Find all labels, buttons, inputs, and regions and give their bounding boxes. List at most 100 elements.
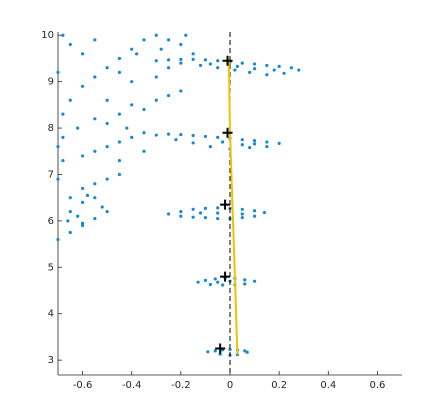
scatter-point bbox=[154, 59, 158, 63]
scatter-point bbox=[66, 219, 70, 223]
scatter-point bbox=[248, 70, 252, 74]
scatter-point bbox=[166, 132, 171, 136]
scatter-point bbox=[68, 230, 72, 235]
scatter-point bbox=[130, 103, 134, 107]
scatter-point bbox=[105, 66, 109, 70]
scatter-point bbox=[179, 42, 183, 47]
scatter-point bbox=[85, 193, 90, 197]
scatter-point bbox=[240, 207, 244, 211]
scatter-point bbox=[297, 68, 301, 72]
scatter-point bbox=[179, 214, 183, 218]
scatter-point bbox=[216, 59, 220, 63]
scatter-point bbox=[117, 158, 122, 163]
y-tick-label: 4 bbox=[48, 309, 54, 320]
scatter-point bbox=[68, 196, 72, 200]
scatter-point bbox=[179, 61, 183, 65]
scatter-point bbox=[61, 112, 65, 116]
scatter-point bbox=[198, 211, 203, 215]
scatter-point bbox=[203, 216, 208, 220]
y-tick-label: 10 bbox=[41, 30, 54, 41]
scatter-point bbox=[80, 52, 85, 56]
scatter-point bbox=[216, 66, 220, 70]
scatter-point bbox=[130, 80, 134, 84]
scatter-point bbox=[179, 57, 183, 61]
x-tick-label: -0.6 bbox=[73, 380, 93, 391]
scatter-point bbox=[252, 279, 257, 283]
scatter-point bbox=[213, 349, 217, 353]
y-tick-label: 6 bbox=[48, 216, 54, 227]
scatter-point bbox=[93, 196, 97, 200]
scatter-point bbox=[166, 66, 171, 70]
scatter-point bbox=[191, 215, 195, 219]
scatter-point bbox=[262, 210, 266, 215]
scatter-point bbox=[117, 112, 122, 116]
scatter-point bbox=[277, 64, 281, 68]
scatter-point bbox=[240, 138, 244, 142]
scatter-point bbox=[93, 38, 97, 42]
scatter-point bbox=[240, 216, 244, 220]
scatter-point bbox=[213, 277, 217, 281]
scatter-point bbox=[56, 70, 60, 74]
scatter-point bbox=[130, 47, 134, 51]
scatter-point bbox=[228, 347, 232, 352]
scatter-point bbox=[265, 145, 269, 149]
scatter-point bbox=[142, 107, 146, 112]
scatter-point bbox=[252, 214, 257, 218]
scatter-point bbox=[56, 237, 60, 242]
scatter-point bbox=[208, 282, 212, 287]
scatter-point bbox=[208, 62, 212, 66]
scatter-point bbox=[221, 140, 225, 144]
scatter-point bbox=[135, 52, 139, 56]
scatter-point bbox=[277, 141, 281, 145]
scatter-point bbox=[240, 143, 244, 147]
y-tick-label: 8 bbox=[48, 123, 54, 134]
x-tick-label: 0 bbox=[227, 380, 233, 391]
scatter-point bbox=[252, 142, 257, 146]
scatter-point bbox=[196, 280, 200, 284]
scatter-point bbox=[154, 98, 158, 102]
scatter-point bbox=[216, 206, 220, 210]
x-tick-label: 0.6 bbox=[369, 380, 385, 391]
scatter-point bbox=[191, 133, 195, 138]
scatter-point bbox=[245, 350, 249, 354]
x-tick-label: 0.4 bbox=[320, 380, 336, 391]
scatter-point bbox=[105, 210, 109, 214]
scatter-point bbox=[56, 145, 60, 149]
plus-marker bbox=[222, 127, 233, 138]
scatter-point bbox=[235, 64, 239, 68]
scatter-point bbox=[76, 214, 80, 218]
scatter-point bbox=[208, 145, 212, 149]
scatter-point bbox=[179, 132, 183, 137]
y-tick-label: 9 bbox=[48, 77, 54, 88]
scatter-point bbox=[80, 84, 85, 88]
scatter-point bbox=[117, 56, 122, 61]
scatter-point bbox=[80, 223, 85, 228]
scatter-point bbox=[203, 58, 208, 62]
x-tick-label: -0.4 bbox=[122, 380, 142, 391]
scatter-point bbox=[166, 212, 171, 216]
scatter-point bbox=[191, 52, 195, 56]
scatter-point bbox=[166, 93, 171, 98]
scatter-point bbox=[240, 212, 244, 216]
scatter-point bbox=[154, 75, 158, 79]
scatter-point bbox=[203, 206, 208, 210]
scatter-point bbox=[76, 126, 80, 130]
scatter-point bbox=[265, 73, 269, 77]
scatter-point bbox=[216, 216, 220, 221]
scatter-point bbox=[80, 154, 85, 158]
scatter-point bbox=[142, 131, 146, 135]
scatter-point bbox=[203, 278, 208, 282]
scatter-point bbox=[154, 133, 158, 137]
scatter-point bbox=[191, 57, 195, 61]
scatter-point bbox=[93, 75, 97, 79]
scatter-point bbox=[216, 280, 220, 284]
scatter-point bbox=[184, 33, 188, 37]
scatter-point bbox=[191, 141, 195, 145]
scatter-point bbox=[159, 47, 163, 51]
scatter-point bbox=[61, 158, 65, 163]
scatter-point bbox=[61, 135, 65, 139]
scatter-point bbox=[68, 210, 72, 214]
scatter-point bbox=[93, 182, 97, 186]
plus-marker bbox=[215, 343, 226, 354]
scatter-point bbox=[179, 89, 183, 93]
